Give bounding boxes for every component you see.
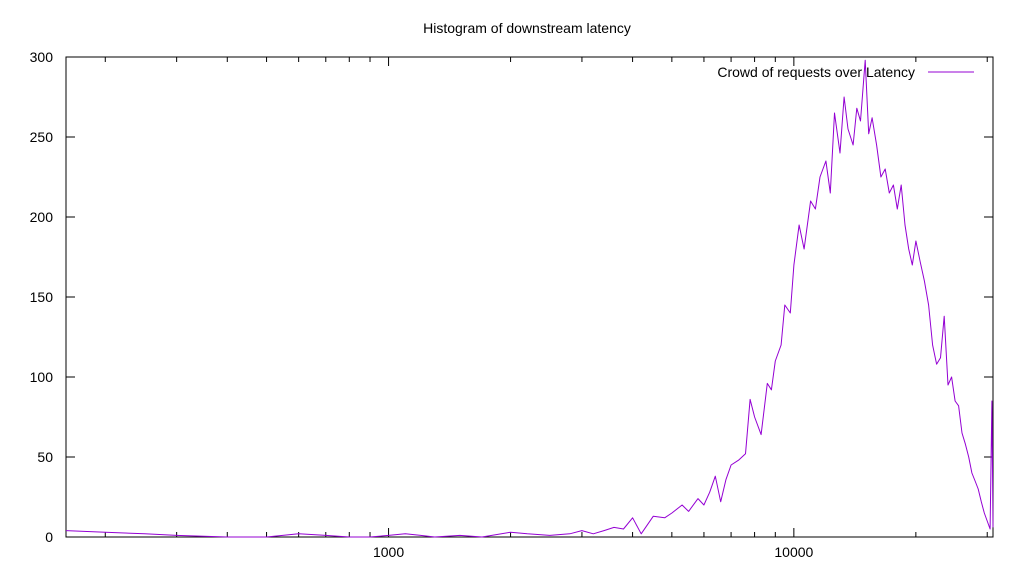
ticks: 0 50 100 150 200 250 300 1000 10000: [30, 49, 993, 560]
y-tick-label: 0: [45, 529, 53, 545]
series-layer: [65, 59, 994, 538]
y-tick-label: 100: [30, 369, 54, 385]
axes: [65, 56, 994, 538]
y-tick-label: 50: [37, 449, 53, 465]
y-tick-label: 250: [30, 129, 54, 145]
legend-label: Crowd of requests over Latency: [717, 64, 915, 80]
series-line: [65, 59, 994, 538]
y-tick-label: 200: [30, 209, 54, 225]
legend: Crowd of requests over Latency: [717, 64, 974, 80]
y-tick-label: 150: [30, 289, 54, 305]
chart-title: Histogram of downstream latency: [423, 20, 631, 36]
x-tick-label: 10000: [774, 544, 813, 560]
x-tick-label: 1000: [373, 544, 404, 560]
plot-frame: [65, 56, 994, 538]
y-tick-label: 300: [30, 49, 54, 65]
